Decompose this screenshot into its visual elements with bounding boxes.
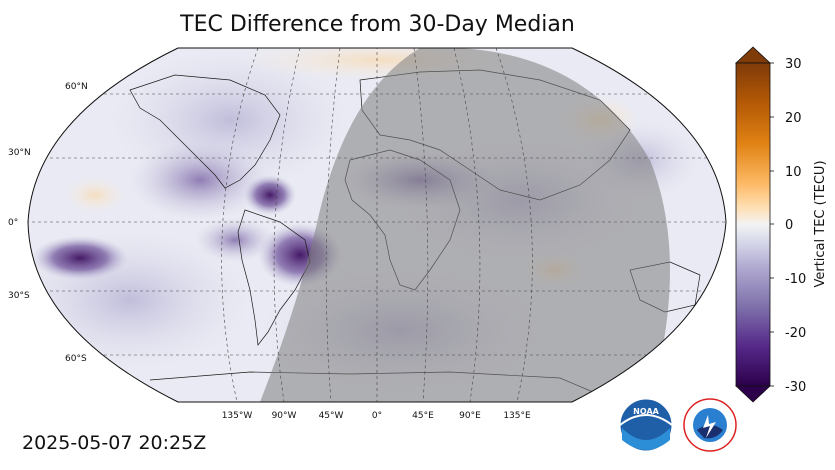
graticule [28, 48, 726, 402]
colorbar: 30 20 10 0 -10 -20 -30 Vertical TEC (TEC… [734, 46, 828, 403]
lat-label-0: 0° [8, 218, 18, 228]
tec-anomaly-region [244, 175, 296, 215]
noaa-logo: NOAA [619, 398, 673, 452]
tec-anomaly-region [130, 140, 270, 220]
lat-label-30n: 30°N [8, 148, 31, 158]
lon-label-90e: 90°E [459, 411, 481, 421]
map-title: TEC Difference from 30-Day Median [180, 12, 575, 37]
south-america-outline [237, 209, 311, 346]
meridian-45w [325, 48, 341, 402]
tec-anomaly-region [195, 218, 275, 262]
colorbar-tick-neg10: -10 [785, 272, 806, 287]
colorbar-scale [735, 62, 771, 387]
lat-label-60n: 60°N [65, 82, 88, 92]
lon-label-90w: 90°W [272, 411, 297, 421]
timestamp: 2025-05-07 20:25Z [22, 432, 207, 454]
colorbar-tick-20: 20 [785, 111, 802, 126]
tec-anomaly-region [65, 177, 125, 213]
meridian-90w [273, 48, 301, 402]
colorbar-min-arrow [734, 385, 772, 403]
meridian-135e [495, 48, 533, 402]
lat-label-60s: 60°S [65, 354, 87, 364]
tec-anomaly-region [32, 236, 128, 280]
meridian-45e [413, 48, 429, 402]
lat-label-30s: 30°S [8, 291, 30, 301]
colorbar-max-arrow [734, 46, 772, 64]
meridian-135w [221, 48, 259, 402]
lon-label-135e: 135°E [503, 411, 531, 421]
colorbar-tick-30: 30 [785, 57, 802, 72]
colorbar-tick-10: 10 [785, 165, 802, 180]
map-globe [28, 48, 726, 402]
night-side-shade [260, 48, 670, 402]
colorbar-tick-neg20: -20 [785, 326, 806, 341]
colorbar-label: Vertical TEC (TECU) [813, 160, 828, 287]
lon-label-45w: 45°W [319, 411, 344, 421]
lon-label-45e: 45°E [412, 411, 434, 421]
noaa-logo-text: NOAA [633, 407, 659, 416]
nws-logo [683, 398, 737, 452]
lon-label-135w: 135°W [222, 411, 253, 421]
globe-outline [27, 47, 727, 403]
meridian-90e [453, 48, 481, 402]
colorbar-tick-0: 0 [785, 218, 793, 233]
north-america-outline [129, 74, 281, 189]
lon-label-0: 0° [372, 411, 382, 421]
colorbar-tick-neg30: -30 [785, 380, 806, 395]
